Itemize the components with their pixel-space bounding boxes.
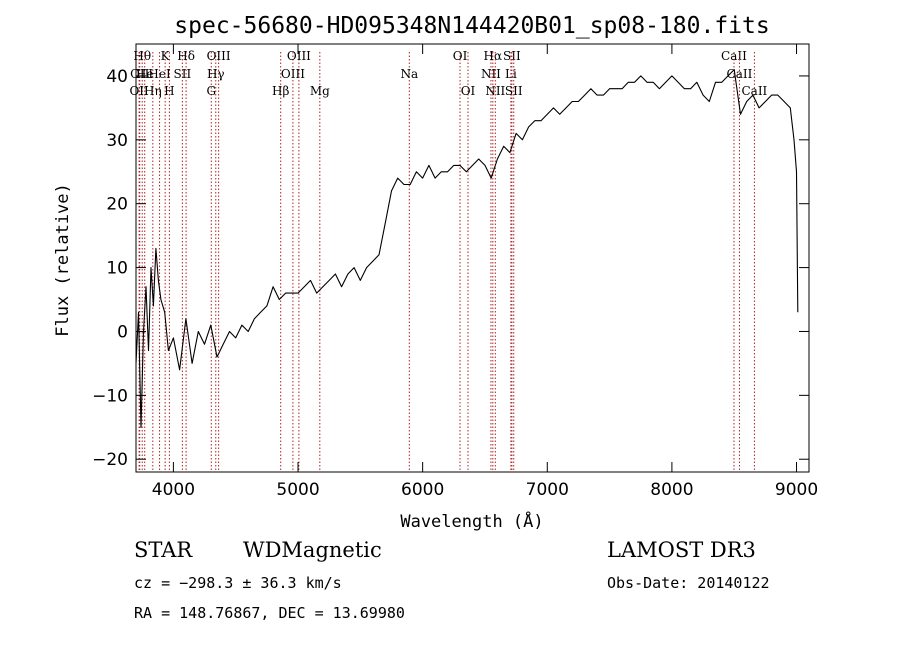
chart-title: spec-56680-HD095348N144420B01_sp08-180.f…	[174, 13, 769, 39]
x-tick-label: 9000	[775, 480, 818, 500]
line-marker-label: Hη	[144, 84, 162, 98]
y-tick-label: −10	[92, 386, 128, 406]
y-tick-label: 40	[106, 67, 128, 87]
line-marker-label: Hα	[484, 49, 503, 63]
line-marker-label: K	[161, 49, 171, 63]
line-markers: HθOIIOIIHeHηHeIKHSIIHδGHγOIIIHβOIIIOIIIM…	[129, 49, 768, 472]
line-marker-label: HeI	[148, 67, 171, 81]
line-marker-label: OIII	[207, 49, 231, 63]
line-marker-label: Mg	[310, 84, 330, 98]
spectrum-line	[135, 69, 799, 428]
line-marker-label: OIII	[287, 49, 311, 63]
x-axis-label: Wavelength (Å)	[400, 510, 543, 532]
line-marker-label: OI	[453, 49, 468, 63]
line-marker-label: H	[164, 84, 174, 98]
line-marker-label: NII	[481, 67, 501, 81]
x-tick-label: 5000	[276, 480, 319, 500]
object-class: STAR	[134, 538, 193, 562]
y-tick-label: 10	[106, 259, 128, 279]
x-tick-label: 8000	[650, 480, 693, 500]
y-tick-label: −20	[92, 450, 128, 470]
line-marker-label: SII	[174, 67, 192, 81]
line-marker-label: Hγ	[207, 67, 225, 81]
y-axis-label: Flux (relative)	[53, 183, 73, 337]
redshift-text: cz = −298.3 ± 36.3 km/s	[134, 574, 342, 592]
line-marker-label: OII	[129, 84, 149, 98]
line-marker-label: NII	[485, 84, 505, 98]
line-marker-label: SII	[503, 49, 521, 63]
line-marker-label: G	[206, 84, 216, 98]
plot-frame	[135, 43, 810, 473]
axes: 4000 5000 6000 7000 8000 9000 −20 −10 0 10 20 30 40	[92, 44, 818, 500]
line-marker-label: Li	[505, 67, 517, 81]
line-marker-label: CaII	[741, 84, 767, 98]
line-marker-label: SII	[505, 84, 523, 98]
line-marker-label: Hδ	[177, 49, 195, 63]
radec-text: RA = 148.76867, DEC = 13.69980	[134, 604, 405, 622]
y-tick-label: 20	[106, 195, 128, 215]
x-tick-label: 6000	[401, 480, 444, 500]
line-marker-label: Hβ	[272, 84, 289, 98]
object-subclass: WDMagnetic	[243, 538, 382, 562]
y-tick-label: 30	[106, 131, 128, 151]
line-marker-label: CaII	[721, 49, 747, 63]
x-tick-label: 7000	[526, 480, 569, 500]
survey-name: LAMOST DR3	[607, 538, 756, 562]
spectrum-series	[135, 69, 799, 428]
y-tick-label: 0	[117, 322, 128, 342]
line-marker-label: Na	[400, 67, 418, 81]
x-tick-label: 4000	[152, 480, 195, 500]
line-marker-label: OI	[461, 84, 476, 98]
line-marker-label: He	[136, 67, 154, 81]
obs-date-text: Obs-Date: 20140122	[607, 574, 770, 592]
line-marker-label: OIII	[281, 67, 305, 81]
line-marker-label: Hθ	[133, 49, 151, 63]
